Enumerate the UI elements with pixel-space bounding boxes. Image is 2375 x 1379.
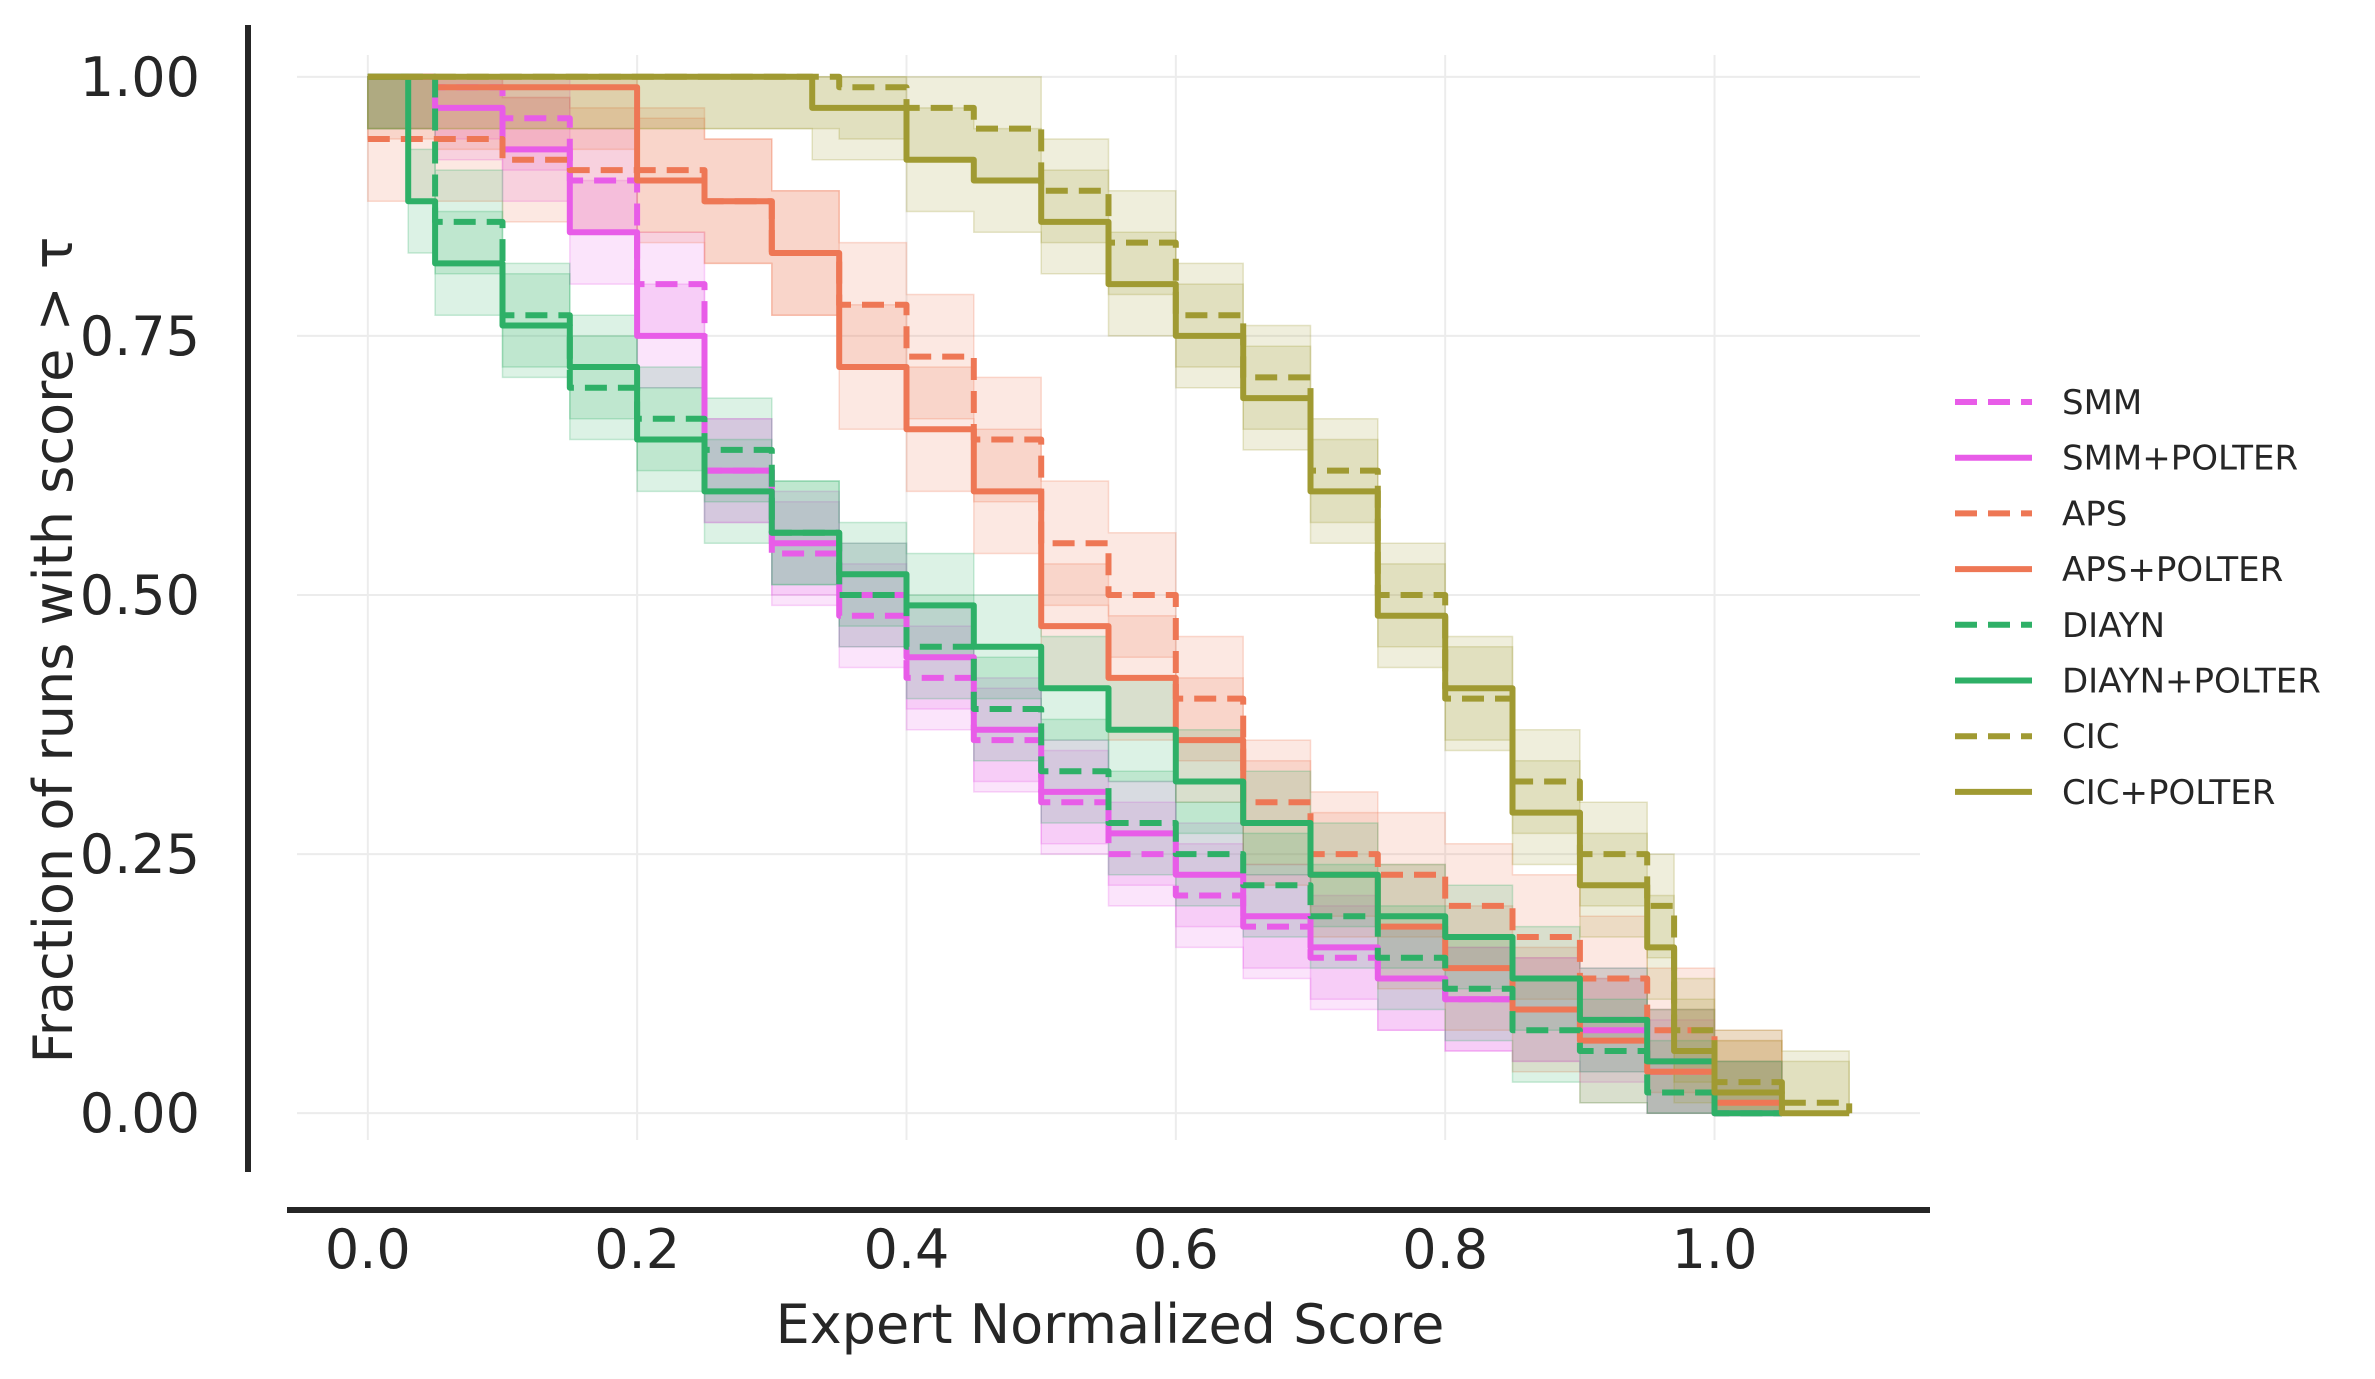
legend-label-diayn-plus-polter: DIAYN+POLTER bbox=[2062, 662, 2321, 702]
legend-label-cic-plus-polter: CIC+POLTER bbox=[2062, 773, 2275, 813]
legend-label-smm-plus-polter: SMM+POLTER bbox=[2062, 439, 2298, 479]
x-tick-label: 0.6 bbox=[1133, 1218, 1219, 1281]
legend-label-aps: APS bbox=[2062, 494, 2127, 534]
x-tick-label: 0.0 bbox=[325, 1218, 411, 1281]
x-tick-label: 0.2 bbox=[594, 1218, 680, 1281]
series-lines bbox=[367, 73, 1853, 1117]
x-ticks: 0.0 0.2 0.4 0.6 0.8 1.0 bbox=[325, 1218, 1758, 1281]
line-diayn bbox=[367, 73, 1782, 1117]
line-aps bbox=[367, 136, 1785, 1114]
y-ticks: 0.00 0.25 0.50 0.75 1.00 bbox=[80, 46, 200, 1145]
line-diayn-plus-polter bbox=[367, 73, 1782, 1117]
y-axis-label: Fraction of runs with score > τ bbox=[22, 237, 85, 1064]
y-tick-label: 0.25 bbox=[80, 823, 200, 886]
x-axis-label: Expert Normalized Score bbox=[776, 1293, 1445, 1356]
legend-label-smm: SMM bbox=[2062, 383, 2142, 423]
legend-label-aps-plus-polter: APS+POLTER bbox=[2062, 550, 2283, 590]
y-tick-label: 0.75 bbox=[80, 305, 200, 368]
y-tick-label: 1.00 bbox=[80, 46, 200, 109]
y-tick-label: 0.00 bbox=[80, 1082, 200, 1145]
y-tick-label: 0.50 bbox=[80, 564, 200, 627]
legend-label-cic: CIC bbox=[2062, 717, 2120, 757]
x-tick-label: 1.0 bbox=[1672, 1218, 1758, 1281]
x-tick-label: 0.4 bbox=[864, 1218, 950, 1281]
line-cic-plus-polter bbox=[367, 73, 1850, 1117]
x-tick-label: 0.8 bbox=[1402, 1218, 1488, 1281]
legend: SMM SMM+POLTER APS APS+POLTER DIAYN DIAYN+POL… bbox=[1955, 383, 2321, 813]
legend-label-diayn: DIAYN bbox=[2062, 606, 2165, 646]
